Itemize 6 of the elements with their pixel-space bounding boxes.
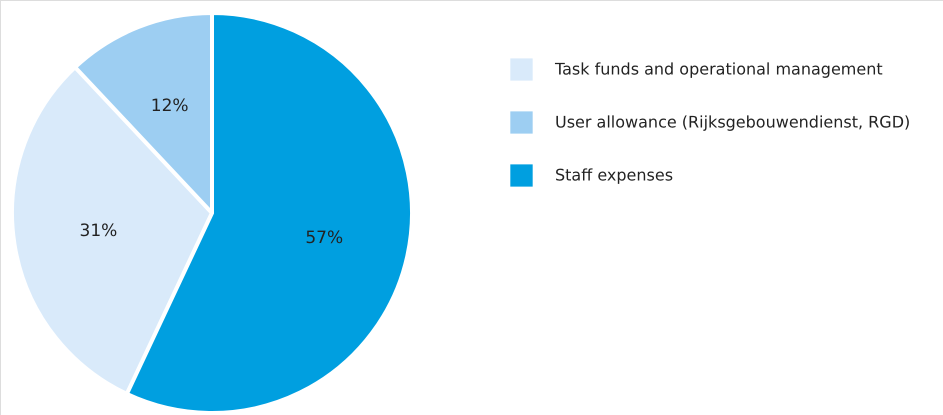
legend-label: Task funds and operational management bbox=[554, 60, 883, 78]
data-label: 31% bbox=[80, 220, 118, 241]
data-label: 57% bbox=[305, 228, 344, 248]
data-label: 12% bbox=[150, 96, 189, 116]
legend-label: Staff expenses bbox=[555, 166, 674, 184]
legend-label: User allowance (Rijksgebouwendienst, RGD) bbox=[555, 112, 910, 132]
